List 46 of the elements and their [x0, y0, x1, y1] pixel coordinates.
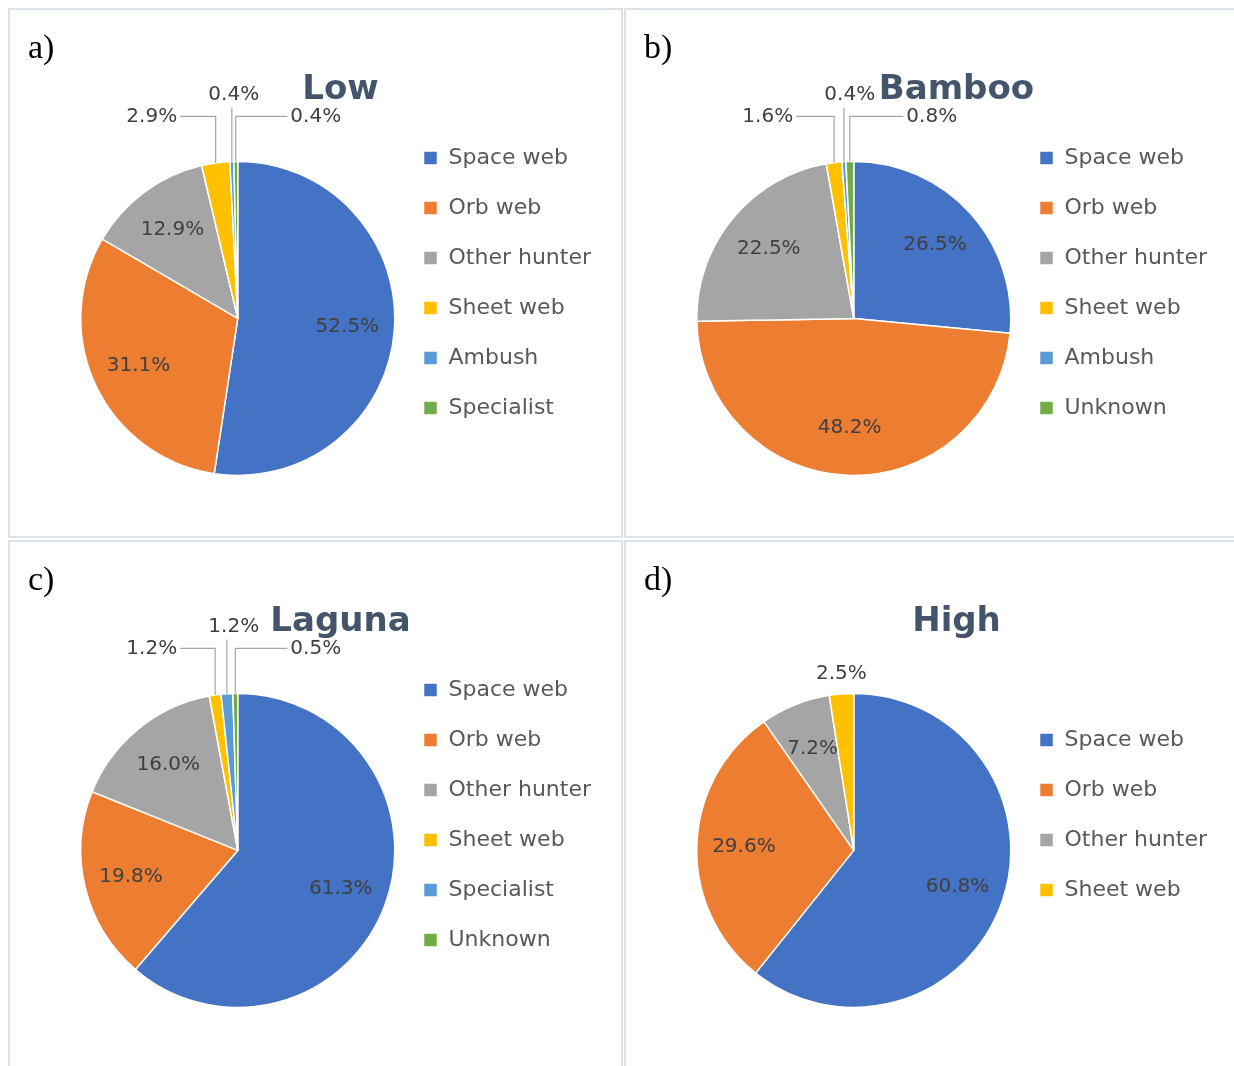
- legend-label: Sheet web: [1064, 875, 1181, 901]
- legend-label: Ambush: [448, 343, 539, 369]
- legend-label: Unknown: [1064, 393, 1167, 419]
- data-label: 0.4%: [824, 80, 876, 105]
- legend-label: Orb web: [1064, 775, 1158, 801]
- data-label: 1.2%: [208, 612, 260, 637]
- legend-label: Space web: [1064, 725, 1185, 751]
- data-label: 26.5%: [903, 230, 967, 255]
- legend-label: Unknown: [448, 925, 551, 951]
- legend-label: Orb web: [448, 193, 542, 219]
- legend-label: Space web: [448, 143, 569, 169]
- legend-label: Ambush: [1064, 343, 1155, 369]
- data-label: 16.0%: [136, 751, 201, 776]
- data-label: 48.2%: [817, 414, 882, 439]
- data-label: 0.4%: [208, 80, 260, 105]
- text: b): [644, 28, 673, 66]
- legend-label: Other hunter: [1064, 243, 1208, 269]
- legend-label: Other hunter: [1064, 825, 1208, 851]
- text: c): [28, 560, 55, 598]
- data-label: 7.2%: [787, 734, 839, 759]
- legend-label: Orb web: [1064, 193, 1158, 219]
- data-label: 2.5%: [816, 660, 867, 685]
- legend-label: Space web: [1064, 143, 1185, 169]
- data-label: 1.2%: [126, 634, 178, 659]
- legend-label: Sheet web: [448, 825, 565, 851]
- data-label: 2.9%: [126, 102, 178, 127]
- legend-label: Sheet web: [448, 293, 565, 319]
- data-label: 60.8%: [925, 872, 990, 897]
- legend-label: Specialist: [448, 875, 555, 901]
- legend-label: Space web: [448, 675, 569, 701]
- data-label: 22.5%: [737, 234, 801, 259]
- legend-label: Specialist: [448, 393, 555, 419]
- data-label: 29.6%: [712, 832, 776, 857]
- text: d): [644, 560, 673, 598]
- legend-label: Other hunter: [448, 775, 592, 801]
- legend-label: Orb web: [448, 725, 542, 751]
- data-label: 1.6%: [742, 102, 794, 127]
- data-label: 52.5%: [315, 312, 380, 337]
- data-label: 61.3%: [309, 874, 373, 899]
- legend-label: Sheet web: [1064, 293, 1181, 319]
- data-label: 31.1%: [106, 351, 171, 376]
- chart-title: High: [912, 599, 1001, 640]
- data-label: 12.9%: [140, 216, 205, 241]
- text: a): [28, 28, 55, 66]
- data-label: 19.8%: [99, 862, 163, 887]
- legend-label: Other hunter: [448, 243, 592, 269]
